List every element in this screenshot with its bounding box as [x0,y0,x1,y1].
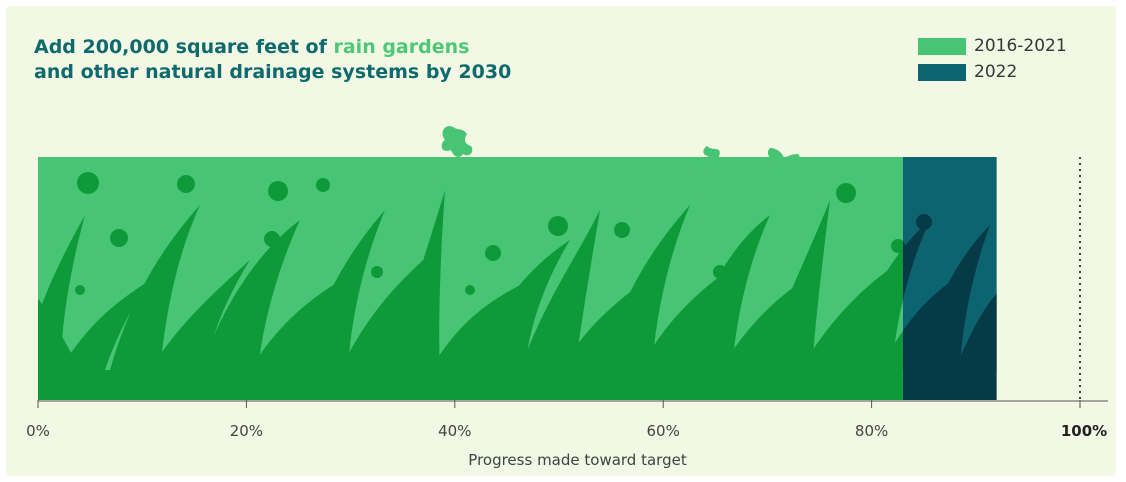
chart-title: Add 200,000 square feet of rain gardens a… [34,35,511,85]
legend-label: 2016-2021 [974,36,1067,56]
x-tick-label: 80% [855,422,888,440]
garden-silhouette [38,172,997,400]
garden-fill-2016-2021 [38,172,903,400]
legend-item-2016-2021: 2016-2021 [918,33,1067,59]
x-tick-label: 0% [26,422,50,440]
x-tick-label: 100% [1061,422,1107,440]
legend-swatch [918,37,966,55]
butterfly-icon [441,126,473,157]
title-line2: and other natural drainage systems by 20… [34,61,512,83]
legend-item-2022: 2022 [918,59,1067,85]
x-axis-label: Progress made toward target [468,451,687,469]
garden-fill-2022 [902,172,997,400]
x-tick-label: 60% [647,422,680,440]
title-highlight: rain gardens [333,36,470,58]
butterfly-icon [767,148,801,172]
legend-swatch [918,63,966,81]
x-tick-label: 20% [230,422,263,440]
x-tick-label: 40% [438,422,471,440]
butterflies [441,126,801,172]
legend-label: 2022 [974,62,1018,82]
butterfly-icon [701,146,725,169]
x-axis: 0% 20% 40% 60% 80% 100% [26,400,1108,440]
legend: 2016-2021 2022 [918,33,1067,85]
title-part1: Add 200,000 square feet of [34,36,334,58]
